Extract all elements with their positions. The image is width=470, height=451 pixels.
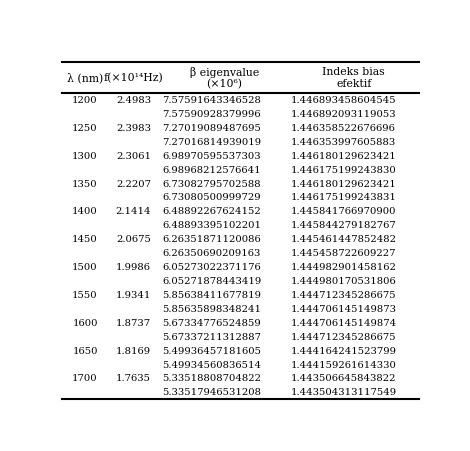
Text: f(×10¹⁴Hz): f(×10¹⁴Hz) <box>103 73 163 83</box>
Text: 1.445841766970900: 1.445841766970900 <box>291 207 397 216</box>
Text: 1500: 1500 <box>72 262 98 272</box>
Text: 1250: 1250 <box>72 124 98 133</box>
Text: 1.9341: 1.9341 <box>116 290 151 299</box>
Text: 1450: 1450 <box>72 235 98 244</box>
Text: 1350: 1350 <box>72 179 98 188</box>
Text: 1.445458722609227: 1.445458722609227 <box>291 249 397 258</box>
Text: 1550: 1550 <box>72 290 98 299</box>
Text: 1.444164241523799: 1.444164241523799 <box>291 346 397 355</box>
Text: 7.57591643346528: 7.57591643346528 <box>163 96 261 105</box>
Text: 6.98968212576641: 6.98968212576641 <box>163 165 261 174</box>
Text: 1.446175199243831: 1.446175199243831 <box>291 193 397 202</box>
Text: 5.33517946531208: 5.33517946531208 <box>163 387 262 396</box>
Text: λ (nm): λ (nm) <box>67 73 103 83</box>
Text: 1.8169: 1.8169 <box>116 346 151 355</box>
Text: 2.1414: 2.1414 <box>116 207 151 216</box>
Text: 6.48892267624152: 6.48892267624152 <box>163 207 261 216</box>
Text: 6.26350690209163: 6.26350690209163 <box>163 249 261 258</box>
Text: 6.05271878443419: 6.05271878443419 <box>163 276 262 285</box>
Text: 1.443504313117549: 1.443504313117549 <box>291 387 397 396</box>
Text: 1.444980170531806: 1.444980170531806 <box>291 276 397 285</box>
Text: 6.73082795702588: 6.73082795702588 <box>163 179 261 188</box>
Text: 2.4983: 2.4983 <box>116 96 151 105</box>
Text: 1600: 1600 <box>72 318 98 327</box>
Text: 5.85638411677819: 5.85638411677819 <box>163 290 262 299</box>
Text: 1.444982901458162: 1.444982901458162 <box>291 262 397 272</box>
Text: 1.444712345286675: 1.444712345286675 <box>291 290 397 299</box>
Text: 1650: 1650 <box>72 346 98 355</box>
Text: 1.7635: 1.7635 <box>116 373 151 382</box>
Text: 1700: 1700 <box>72 373 98 382</box>
Text: 1.444159261614330: 1.444159261614330 <box>291 360 397 369</box>
Text: 1.446180129623421: 1.446180129623421 <box>291 179 397 188</box>
Text: 1.444706145149874: 1.444706145149874 <box>291 318 397 327</box>
Text: 7.57590928379996: 7.57590928379996 <box>163 110 261 119</box>
Text: 1200: 1200 <box>72 96 98 105</box>
Text: 1.444712345286675: 1.444712345286675 <box>291 332 397 341</box>
Text: 1.446353997605883: 1.446353997605883 <box>291 138 396 147</box>
Text: 2.3061: 2.3061 <box>116 152 151 161</box>
Text: 5.49934560836514: 5.49934560836514 <box>163 360 262 369</box>
Text: 6.98970595537303: 6.98970595537303 <box>163 152 261 161</box>
Text: 1300: 1300 <box>72 152 98 161</box>
Text: 1.446175199243830: 1.446175199243830 <box>291 165 397 174</box>
Text: 1400: 1400 <box>72 207 98 216</box>
Text: 1.9986: 1.9986 <box>116 262 151 272</box>
Text: 1.446180129623421: 1.446180129623421 <box>291 152 397 161</box>
Text: 1.445461447852482: 1.445461447852482 <box>291 235 397 244</box>
Text: 7.27016814939019: 7.27016814939019 <box>163 138 262 147</box>
Text: 5.33518808704822: 5.33518808704822 <box>163 373 262 382</box>
Text: 5.49936457181605: 5.49936457181605 <box>163 346 262 355</box>
Text: 2.2207: 2.2207 <box>116 179 151 188</box>
Text: 6.26351871120086: 6.26351871120086 <box>163 235 261 244</box>
Text: β eigenvalue
(×10⁶): β eigenvalue (×10⁶) <box>190 67 259 90</box>
Text: 1.444706145149873: 1.444706145149873 <box>291 304 397 313</box>
Text: 6.05273022371176: 6.05273022371176 <box>163 262 261 272</box>
Text: 1.8737: 1.8737 <box>116 318 151 327</box>
Text: 2.3983: 2.3983 <box>116 124 151 133</box>
Text: 1.445844279182767: 1.445844279182767 <box>291 221 397 230</box>
Text: 5.67337211312887: 5.67337211312887 <box>163 332 262 341</box>
Text: 6.48893395102201: 6.48893395102201 <box>163 221 262 230</box>
Text: 1.443506645843822: 1.443506645843822 <box>291 373 397 382</box>
Text: Indeks bias
efektif: Indeks bias efektif <box>322 67 385 89</box>
Text: 1.446358522676696: 1.446358522676696 <box>291 124 396 133</box>
Text: 1.446892093119053: 1.446892093119053 <box>291 110 397 119</box>
Text: 1.446893458604545: 1.446893458604545 <box>291 96 397 105</box>
Text: 2.0675: 2.0675 <box>116 235 151 244</box>
Text: 5.67334776524859: 5.67334776524859 <box>163 318 261 327</box>
Text: 5.85635898348241: 5.85635898348241 <box>163 304 262 313</box>
Text: 7.27019089487695: 7.27019089487695 <box>163 124 261 133</box>
Text: 6.73080500999729: 6.73080500999729 <box>163 193 261 202</box>
